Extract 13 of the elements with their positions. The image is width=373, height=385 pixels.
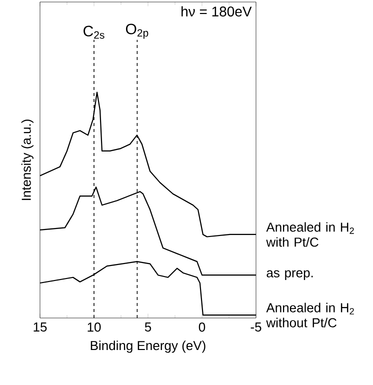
x-tick-label: 5	[144, 322, 152, 332]
text: Annealed in H$_{2}$ without Pt/C	[266, 302, 354, 328]
ref-line-label: O$_{2p}$	[126, 24, 148, 39]
text: Annealed in H$_{2}$ with Pt/C	[266, 222, 354, 247]
series-label: as prep.	[266, 270, 313, 280]
x-tick-label: 15	[34, 322, 47, 332]
text: hν = 180eV	[182, 6, 252, 16]
x-tick-label: 10	[88, 322, 101, 332]
x-tick-label: -5	[250, 322, 262, 332]
x-tick-label: 0	[198, 322, 206, 332]
x-axis-title: Binding Energy (eV)	[90, 340, 206, 353]
ref-line-label: C$_{2s}$	[84, 26, 104, 39]
y-axis-title: Intensity (a.u.)	[21, 120, 34, 200]
